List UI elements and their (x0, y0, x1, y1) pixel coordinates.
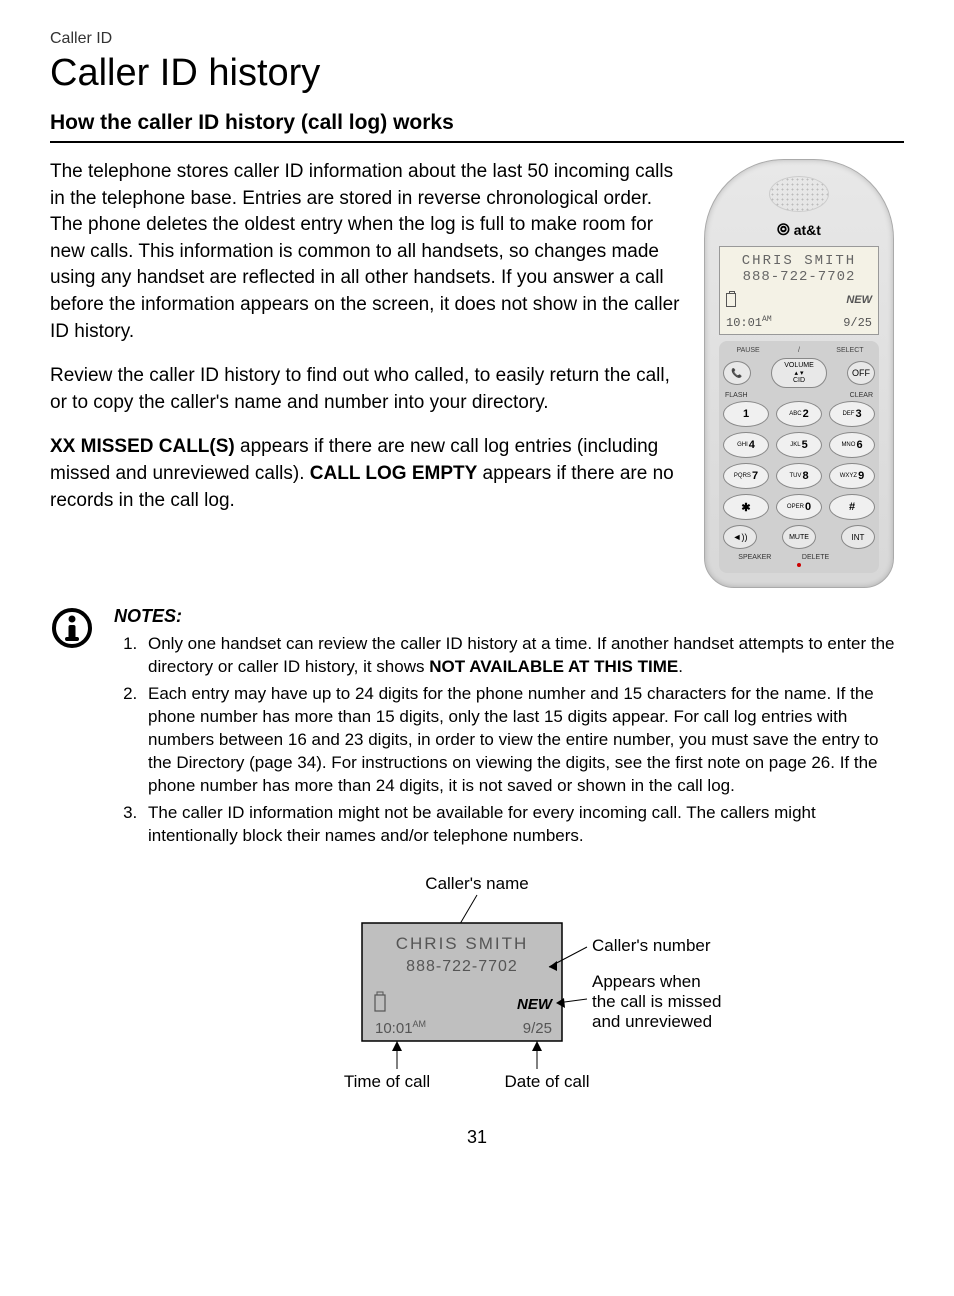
lcd-date: 9/25 (843, 316, 872, 330)
key-star: ✱ (723, 494, 769, 520)
speaker-grill-icon (769, 176, 829, 212)
diag-lcd-new: NEW (517, 996, 554, 1013)
speaker-label: SPEAKER (738, 554, 771, 561)
notes-list: Only one handset can review the caller I… (114, 633, 904, 847)
handset-illustration: ⦾ at&t CHRIS SMITH 888-722-7702 NEW 10:0… (704, 159, 904, 588)
key-9: WXYZ9 (829, 463, 875, 489)
diag-lcd-date: 9/25 (523, 1020, 552, 1037)
note-item-2: Each entry may have up to 24 digits for … (142, 683, 904, 798)
battery-icon (726, 293, 736, 307)
label-appears-3: and unreviewed (592, 1012, 712, 1031)
lcd-caller-name: CHRIS SMITH (726, 253, 872, 269)
breadcrumb: Caller ID (50, 30, 904, 48)
delete-label: DELETE (802, 554, 829, 561)
phone-brand: ⦾ at&t (713, 222, 885, 240)
body-text-column: The telephone stores caller ID informati… (50, 159, 684, 532)
key-1: 1 (723, 401, 769, 427)
key-4: GHI4 (723, 432, 769, 458)
softkey-pause: PAUSE (723, 347, 773, 354)
note-item-3: The caller ID information might not be a… (142, 802, 904, 848)
section-heading: How the caller ID history (call log) wor… (50, 111, 904, 143)
lcd-caller-number: 888-722-7702 (726, 269, 872, 285)
int-key: INT (841, 525, 875, 549)
key-0: OPER0 (776, 494, 822, 520)
mute-key: MUTE (782, 525, 816, 549)
speaker-key: ◄)) (723, 525, 757, 549)
nav-pad: VOLUME ▴ ▾ CID (771, 358, 827, 388)
page-number: 31 (50, 1127, 904, 1148)
key-5: JKL5 (776, 432, 822, 458)
info-icon (50, 606, 94, 650)
label-appears-1: Appears when (592, 972, 701, 991)
notes-title: NOTES: (114, 606, 904, 627)
paragraph-3: XX MISSED CALL(S) appears if there are n… (50, 434, 684, 514)
key-6: MNO6 (829, 432, 875, 458)
label-appears-2: the call is missed (592, 992, 721, 1011)
label-caller-number: Caller's number (592, 936, 711, 955)
clear-label: CLEAR (850, 392, 873, 399)
lcd-new-badge: NEW (846, 294, 872, 306)
phone-lcd: CHRIS SMITH 888-722-7702 NEW 10:01AM 9/2… (719, 246, 879, 335)
phone-key: 📞 (723, 361, 751, 385)
key-8: TUV8 (776, 463, 822, 489)
off-key: OFF (847, 361, 875, 385)
flash-label: FLASH (725, 392, 748, 399)
missed-calls-bold: XX MISSED CALL(S) (50, 436, 235, 457)
paragraph-2: Review the caller ID history to find out… (50, 363, 684, 416)
key-3: DEF3 (829, 401, 875, 427)
led-dot (797, 563, 801, 567)
softkey-select: SELECT (825, 347, 875, 354)
label-caller-name: Caller's name (425, 874, 528, 893)
call-log-empty-bold: CALL LOG EMPTY (310, 463, 477, 484)
key-7: PQRS7 (723, 463, 769, 489)
keypad: PAUSE / SELECT 📞 VOLUME ▴ ▾ CID OFF FLAS… (719, 341, 879, 573)
key-hash: # (829, 494, 875, 520)
diag-lcd-number: 888-722-7702 (406, 958, 518, 975)
key-2: ABC2 (776, 401, 822, 427)
note-item-1: Only one handset can review the caller I… (142, 633, 904, 679)
softkey-slash: / (774, 347, 824, 354)
label-time-of-call: Time of call (344, 1072, 430, 1091)
label-date-of-call: Date of call (504, 1072, 589, 1091)
diag-lcd-name: CHRIS SMITH (396, 934, 529, 953)
lcd-diagram: Caller's name CHRIS SMITH 888-722-7702 N… (50, 871, 904, 1121)
paragraph-1: The telephone stores caller ID informati… (50, 159, 684, 345)
notes-block: NOTES: Only one handset can review the c… (50, 606, 904, 851)
page-title: Caller ID history (50, 52, 904, 95)
lcd-time: 10:01AM (726, 315, 772, 330)
